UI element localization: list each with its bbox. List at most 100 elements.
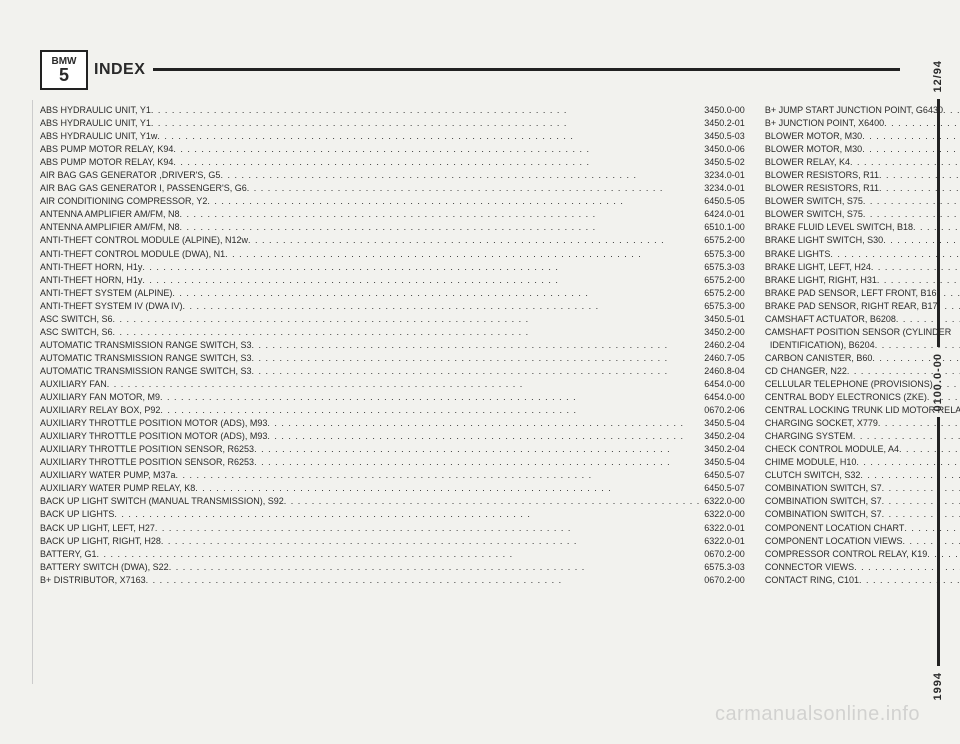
index-label: AUXILIARY FAN MOTOR, M9 xyxy=(40,391,160,404)
index-row: AUTOMATIC TRANSMISSION RANGE SWITCH, S32… xyxy=(40,365,745,378)
index-label: COMPONENT LOCATION CHART xyxy=(765,522,905,535)
index-label: CARBON CANISTER, B60 xyxy=(765,352,873,365)
leader-dots xyxy=(882,508,960,521)
index-label: ASC SWITCH, S6 xyxy=(40,313,113,326)
index-label: ASC SWITCH, S6 xyxy=(40,326,113,339)
leader-dots xyxy=(107,378,701,391)
leader-dots xyxy=(180,208,701,221)
leader-dots xyxy=(247,182,701,195)
leader-dots xyxy=(267,417,700,430)
header: BMW 5 INDEX xyxy=(40,50,900,90)
index-ref: 6322.0-01 xyxy=(700,522,745,535)
side-rule xyxy=(937,417,940,665)
index-col-left: ABS HYDRAULIC UNIT, Y13450.0-00 ABS HYDRA… xyxy=(40,104,745,587)
index-row: ANTI-THEFT CONTROL MODULE (DWA), N16575.… xyxy=(40,248,745,261)
leader-dots xyxy=(97,548,701,561)
logo-bottom: 5 xyxy=(59,67,69,83)
index-row: BATTERY, G10670.2-00 xyxy=(40,548,745,561)
index-label: COMPONENT LOCATION VIEWS xyxy=(765,535,903,548)
index-ref: 3450.0-06 xyxy=(700,143,745,156)
index-label: CHARGING SOCKET, X779 xyxy=(765,417,878,430)
index-label: CHARGING SYSTEM xyxy=(765,430,853,443)
leader-dots xyxy=(883,234,960,247)
page-title: INDEX xyxy=(94,61,145,79)
index-label: BRAKE FLUID LEVEL SWITCH, B18 xyxy=(765,221,913,234)
index-row: ANTI-THEFT CONTROL MODULE (ALPINE), N12w… xyxy=(40,234,745,247)
index-ref: 6322.0-01 xyxy=(700,535,745,548)
index-label: BLOWER RESISTORS, R11 xyxy=(765,169,879,182)
index-label: AIR BAG GAS GENERATOR ,DRIVER'S, G5 xyxy=(40,169,220,182)
index-ref: 6424.0-01 xyxy=(700,208,745,221)
bmw-logo: BMW 5 xyxy=(40,50,88,90)
index-label: AIR CONDITIONING COMPRESSOR, Y2 xyxy=(40,195,207,208)
leader-dots xyxy=(195,482,700,495)
leader-dots xyxy=(160,404,700,417)
index-label: AUXILIARY FAN xyxy=(40,378,107,391)
index-label: AUXILIARY RELAY BOX, P92 xyxy=(40,404,160,417)
leader-dots xyxy=(157,130,700,143)
index-ref: 3450.5-01 xyxy=(700,313,745,326)
leader-dots xyxy=(113,313,701,326)
index-label: ANTI-THEFT CONTROL MODULE (ALPINE), N12w xyxy=(40,234,248,247)
leader-dots xyxy=(151,104,700,117)
index-label: B+ JUNCTION POINT, X6400 xyxy=(765,117,884,130)
index-row: ABS HYDRAULIC UNIT, Y13450.0-00 xyxy=(40,104,745,117)
index-row: ANTENNA AMPLIFIER AM/FM, N86510.1-00 xyxy=(40,221,745,234)
index-columns: ABS HYDRAULIC UNIT, Y13450.0-00 ABS HYDRA… xyxy=(40,104,900,587)
leader-dots xyxy=(252,339,701,352)
index-row: AUXILIARY FAN6454.0-00 xyxy=(40,378,745,391)
index-label: CD CHANGER, N22 xyxy=(765,365,847,378)
index-ref: 3450.2-00 xyxy=(700,326,745,339)
index-label: CLUTCH SWITCH, S32 xyxy=(765,469,861,482)
index-label: BRAKE LIGHTS xyxy=(765,248,831,261)
index-label: IDENTIFICATION), B6204 xyxy=(765,339,875,352)
index-ref: 6575.3-03 xyxy=(700,261,745,274)
leader-dots xyxy=(220,169,700,182)
index-label: BRAKE PAD SENSOR, LEFT FRONT, B16 xyxy=(765,287,937,300)
index-row: AUXILIARY THROTTLE POSITION SENSOR, R625… xyxy=(40,456,745,469)
index-label: AUXILIARY THROTTLE POSITION SENSOR, R625… xyxy=(40,443,254,456)
index-ref: 3450.5-03 xyxy=(700,130,745,143)
index-label: ANTENNA AMPLIFIER AM/FM, N8 xyxy=(40,221,180,234)
index-ref: 3450.5-04 xyxy=(700,456,745,469)
leader-dots xyxy=(151,117,700,130)
index-row: ABS PUMP MOTOR RELAY, K943450.0-06 xyxy=(40,143,745,156)
leader-dots xyxy=(114,508,700,521)
index-ref: 2460.7-05 xyxy=(700,352,745,365)
index-row: AUXILIARY THROTTLE POSITION SENSOR, R625… xyxy=(40,443,745,456)
index-label: BLOWER SWITCH, S75 xyxy=(765,195,863,208)
index-label: COMPRESSOR CONTROL RELAY, K19 xyxy=(765,548,927,561)
index-ref: 3450.0-00 xyxy=(700,104,745,117)
index-label: CENTRAL BODY ELECTRONICS (ZKE) xyxy=(765,391,927,404)
side-strip: 12/94 0100.0-00 1994 xyxy=(928,60,948,700)
index-label: BACK UP LIGHT SWITCH (MANUAL TRANSMISSIO… xyxy=(40,495,284,508)
index-label: ANTI-THEFT HORN, H1y xyxy=(40,274,142,287)
index-ref: 2460.8-04 xyxy=(700,365,745,378)
index-label: BLOWER MOTOR, M30 xyxy=(765,143,862,156)
index-ref: 3450.5-04 xyxy=(700,417,745,430)
index-row: AUTOMATIC TRANSMISSION RANGE SWITCH, S32… xyxy=(40,352,745,365)
watermark: carmanualsonline.info xyxy=(715,703,920,726)
index-ref: 6575.3-00 xyxy=(700,248,745,261)
index-ref: 6575.2-00 xyxy=(700,287,745,300)
index-label: ABS PUMP MOTOR RELAY, K94 xyxy=(40,156,173,169)
side-bottom: 1994 xyxy=(932,672,944,700)
index-ref: 6450.5-07 xyxy=(700,469,745,482)
leader-dots xyxy=(155,522,700,535)
index-label: CAMSHAFT ACTUATOR, B6208 xyxy=(765,313,896,326)
index-row: BACK UP LIGHTS6322.0-00 xyxy=(40,508,745,521)
index-label: AUXILIARY THROTTLE POSITION MOTOR (ADS),… xyxy=(40,417,267,430)
index-label: AUXILIARY WATER PUMP, M37a xyxy=(40,469,176,482)
index-label: ANTI-THEFT SYSTEM IV (DWA IV) xyxy=(40,300,183,313)
index-label: AUXILIARY THROTTLE POSITION SENSOR, R625… xyxy=(40,456,254,469)
index-label: BRAKE LIGHT, RIGHT, H31 xyxy=(765,274,877,287)
index-label: COMBINATION SWITCH, S7 xyxy=(765,508,882,521)
leader-dots xyxy=(248,234,700,247)
leader-dots xyxy=(254,456,700,469)
index-row: ABS HYDRAULIC UNIT, Y1w3450.5-03 xyxy=(40,130,745,143)
leader-dots xyxy=(882,495,960,508)
index-label: CHIME MODULE, H10 xyxy=(765,456,857,469)
index-ref: 6575.2-00 xyxy=(700,274,745,287)
leader-dots xyxy=(113,326,701,339)
index-ref: 0670.2-06 xyxy=(700,404,745,417)
